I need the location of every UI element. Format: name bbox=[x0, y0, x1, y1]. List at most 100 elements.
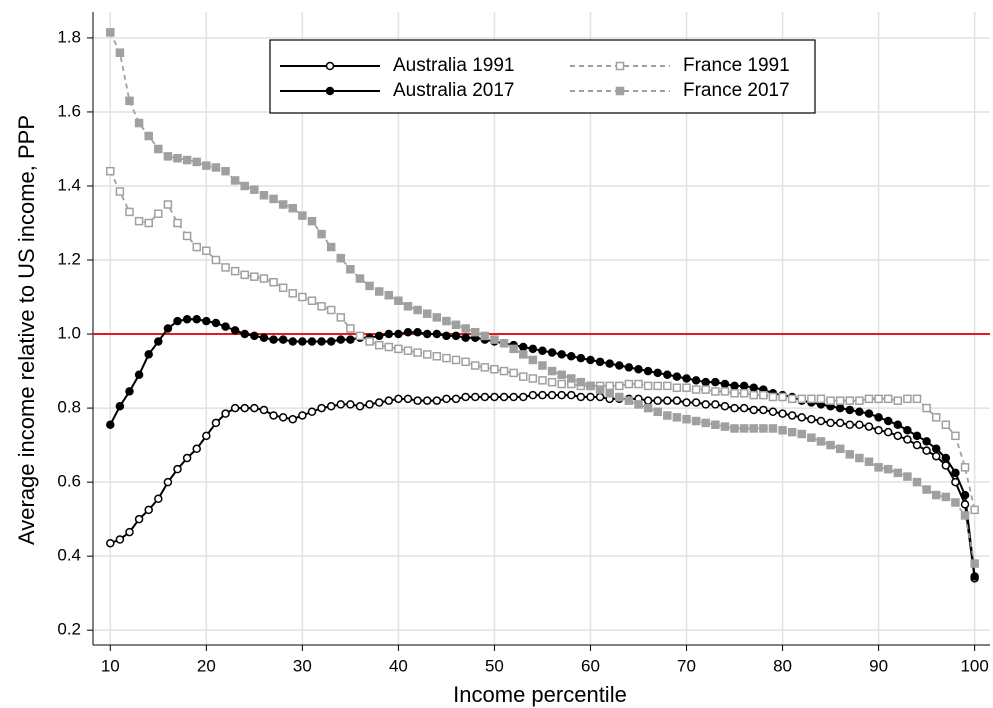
marker bbox=[557, 390, 566, 400]
marker bbox=[211, 318, 221, 328]
marker bbox=[509, 344, 518, 354]
marker bbox=[595, 392, 605, 402]
marker bbox=[643, 396, 653, 405]
marker bbox=[509, 392, 518, 402]
marker bbox=[115, 535, 125, 544]
marker bbox=[797, 413, 807, 422]
marker bbox=[845, 396, 855, 405]
marker bbox=[864, 394, 874, 404]
marker bbox=[451, 331, 461, 341]
marker bbox=[365, 337, 374, 346]
marker bbox=[499, 366, 509, 376]
marker bbox=[259, 405, 269, 415]
x-tick-label: 60 bbox=[581, 656, 600, 675]
marker bbox=[374, 340, 384, 350]
marker bbox=[240, 181, 249, 191]
legend-label: France 2017 bbox=[683, 80, 790, 101]
marker bbox=[864, 422, 874, 431]
marker bbox=[154, 209, 163, 218]
marker bbox=[615, 392, 624, 402]
marker bbox=[432, 313, 442, 322]
marker bbox=[855, 453, 864, 463]
y-tick-label: 1.0 bbox=[57, 324, 81, 343]
marker bbox=[336, 313, 346, 322]
marker bbox=[557, 350, 566, 359]
marker bbox=[403, 302, 413, 311]
marker bbox=[355, 274, 365, 283]
marker bbox=[269, 194, 278, 204]
marker bbox=[701, 400, 710, 409]
marker bbox=[326, 305, 336, 315]
marker bbox=[807, 414, 816, 424]
marker bbox=[326, 337, 336, 346]
marker bbox=[730, 403, 739, 413]
y-tick-label: 1.2 bbox=[57, 250, 81, 269]
legend-label: Australia 2017 bbox=[393, 80, 514, 101]
marker bbox=[663, 411, 672, 420]
marker bbox=[144, 218, 153, 228]
x-tick-label: 70 bbox=[677, 656, 696, 675]
marker bbox=[230, 326, 240, 335]
marker bbox=[653, 368, 662, 378]
marker bbox=[893, 420, 903, 429]
marker bbox=[787, 394, 797, 404]
marker bbox=[634, 364, 643, 374]
y-tick-label: 0.2 bbox=[57, 620, 81, 639]
marker bbox=[605, 381, 614, 391]
legend-marker bbox=[325, 86, 335, 96]
marker bbox=[960, 490, 970, 500]
marker bbox=[903, 435, 912, 444]
marker bbox=[768, 424, 778, 433]
marker bbox=[864, 409, 874, 418]
marker bbox=[125, 527, 134, 537]
marker bbox=[480, 331, 490, 341]
marker bbox=[519, 342, 528, 352]
x-tick-label: 100 bbox=[960, 656, 988, 675]
marker bbox=[346, 335, 355, 344]
marker bbox=[931, 490, 941, 500]
marker bbox=[182, 155, 192, 165]
marker bbox=[605, 389, 614, 398]
marker bbox=[624, 396, 634, 405]
marker bbox=[547, 366, 557, 376]
y-tick-label: 1.6 bbox=[57, 101, 81, 120]
marker bbox=[624, 379, 634, 389]
marker bbox=[451, 320, 461, 330]
marker bbox=[346, 400, 355, 409]
marker bbox=[307, 337, 317, 346]
marker bbox=[557, 379, 566, 389]
marker bbox=[173, 464, 182, 474]
marker bbox=[461, 392, 470, 402]
marker bbox=[336, 335, 346, 344]
marker bbox=[154, 494, 163, 504]
marker bbox=[586, 381, 595, 391]
marker bbox=[634, 400, 643, 409]
marker bbox=[759, 405, 768, 415]
marker bbox=[221, 409, 230, 418]
marker bbox=[144, 131, 153, 141]
marker bbox=[278, 335, 288, 344]
marker bbox=[730, 381, 739, 391]
marker bbox=[442, 331, 451, 341]
marker bbox=[250, 403, 259, 413]
marker bbox=[960, 511, 970, 520]
marker bbox=[922, 403, 931, 413]
marker bbox=[106, 420, 115, 429]
marker bbox=[816, 416, 826, 426]
marker bbox=[912, 440, 922, 450]
marker bbox=[739, 381, 749, 391]
marker bbox=[509, 368, 518, 378]
marker bbox=[759, 424, 768, 433]
marker bbox=[883, 427, 893, 437]
marker bbox=[682, 374, 691, 383]
marker bbox=[893, 396, 903, 405]
marker bbox=[720, 401, 730, 411]
marker bbox=[778, 409, 787, 418]
marker bbox=[230, 176, 240, 185]
marker bbox=[182, 314, 192, 324]
marker bbox=[269, 411, 278, 420]
marker bbox=[855, 396, 864, 405]
x-axis-label: Income percentile bbox=[453, 682, 627, 707]
marker bbox=[730, 389, 739, 398]
